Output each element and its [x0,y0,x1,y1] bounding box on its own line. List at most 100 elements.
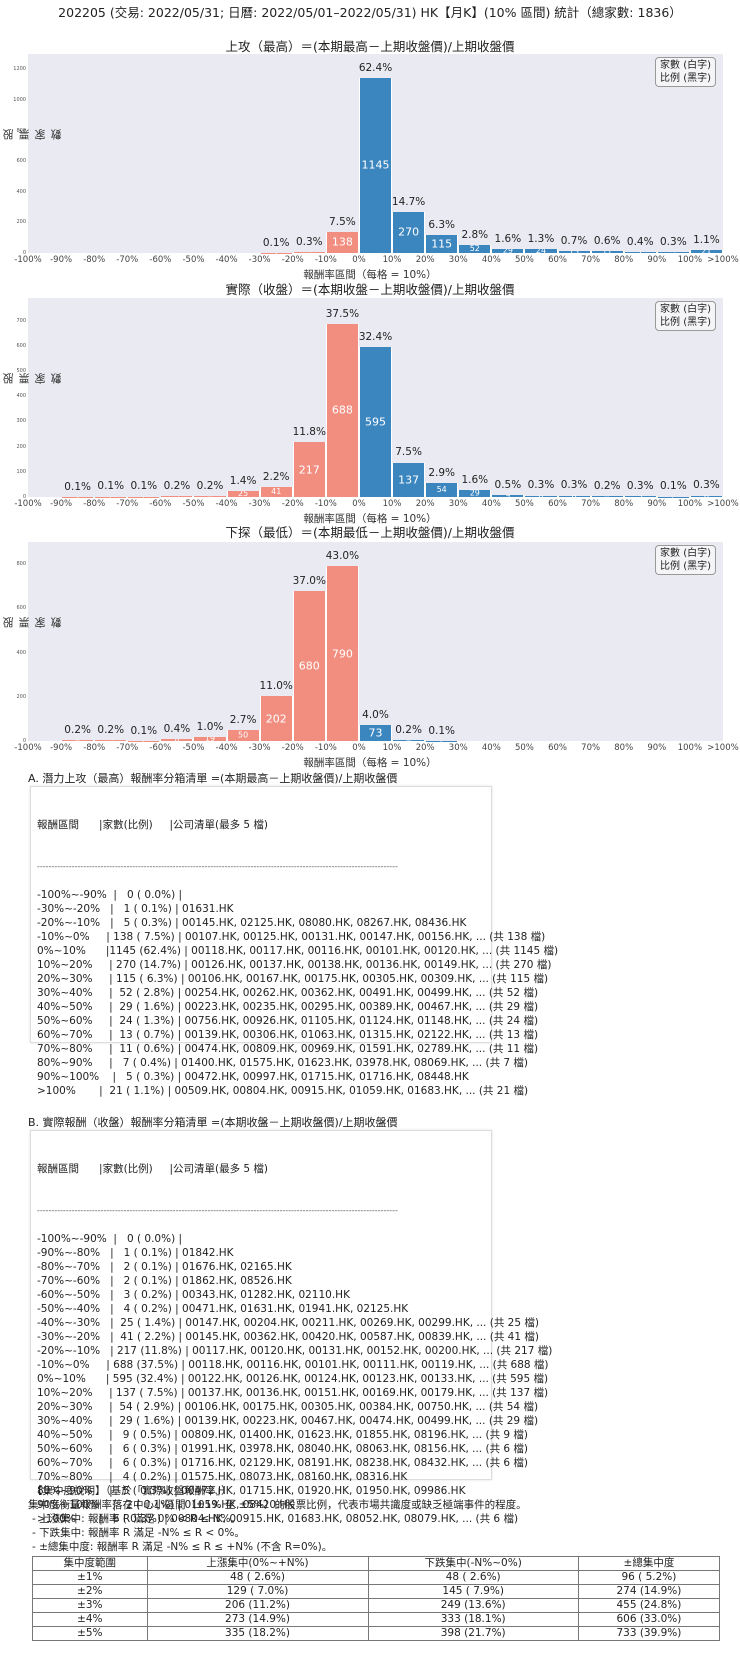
x-tick-label: -90% [50,743,73,753]
bar-percent-label: 43.0% [325,550,360,563]
table-row: ±5% 335 (18.2%) 398 (21.7%) 733 (39.9%) [32,1626,721,1641]
bar-count-label: 790 [331,647,353,661]
bar-percent-label: 2.7% [229,713,257,726]
list-item: 20%~30% | 115 ( 6.3%) | 00106.HK, 00167.… [37,973,549,985]
bar-count-label: 13 [559,251,590,253]
plot-area: 15138114527011552292413117521 [28,54,723,253]
list-item: -70%~-60% | 2 ( 0.1%) | 01862.HK, 08526.… [37,1275,292,1287]
histogram-bar: 21 [689,250,723,253]
y-tick-label: 200 [16,443,26,450]
table-cell: 48 ( 2.6%) [146,1570,369,1585]
concentration-bullet-up: - 上漲集中: 報酬率 R 滿足 0% < R ≤ N%。 [32,1513,242,1525]
legend-count-label: 家數 (白字) [660,548,711,559]
bar-count-label: 217 [298,463,320,477]
list-item: -100%~-90% | 0 ( 0.0%) | [37,889,183,901]
x-tick-label: 70% [581,743,601,753]
x-tick-label: >100% [707,743,739,753]
histogram-bar: 5 [656,252,690,253]
chart-legend: 家數 (白字) 比例 (黑字) [655,301,716,331]
bar-count-label: 21 [691,250,722,253]
x-tick-label: 60% [548,743,567,753]
x-tick-label: 90% [647,255,667,265]
bar-count-label: 595 [364,415,386,429]
x-tick-label: -10% [314,743,337,753]
bar-percent-label: 1.4% [229,474,257,487]
list-item: -30%~-20% | 41 ( 2.2%) | 00145.HK, 00362… [37,1331,539,1343]
table-row: ±1% 48 ( 2.6%) 48 ( 2.6%) 96 ( 5.2%) [32,1570,721,1585]
x-tick-label: -100% [14,255,42,265]
bar-count-label: 29 [492,249,523,253]
y-tick-label: 0 [22,494,26,500]
histogram-bar: 29 [458,489,492,497]
bar-count-label: 50 [238,730,249,740]
list-item: >100% | 6 ( 0.3%) | 00804.HK, 00915.HK, … [37,1513,519,1525]
list-item: >100% | 21 ( 1.1%) | 00509.HK, 00804.HK,… [37,1085,529,1097]
x-tick-label: 90% [647,499,667,509]
bar-percent-label: 0.1% [428,724,456,737]
histogram-bar: 790 [325,566,359,741]
list-header: 報酬區間 |家數(比例) |公司清單(最多 5 檔) [37,1163,269,1175]
histogram-bar: 270 [392,211,426,253]
histogram-bar: 11 [590,251,624,253]
x-tick-label: -80% [83,499,106,509]
chart-title: 實際（收盤）＝(本期收盤－上期收盤價)/上期收盤價 [225,282,515,297]
bar-count-label: 6 [559,496,590,498]
y-tick-label: 300 [16,418,26,425]
bar-percent-label: 0.2% [395,724,422,737]
histogram-bar: 3 [160,496,194,497]
bar-count-label: 25 [238,490,249,497]
bar-count-label: 138 [331,235,353,249]
bar-percent-label: 62.4% [358,61,393,74]
x-tick-label: 40% [481,255,501,265]
bar-count-label: 29 [469,489,480,497]
y-tick-label: 600 [16,158,26,165]
list-item: 90%~100% | 5 ( 0.3%) | 00472.HK, 00997.H… [37,1071,469,1083]
bar-count-label: 270 [398,225,420,239]
list-item: 30%~40% | 29 ( 1.6%) | 00139.HK, 00223.H… [37,1415,539,1427]
x-tick-label: 10% [382,743,402,753]
bar-percent-label: 0.1% [130,724,158,737]
bar-percent-label: 0.3% [295,236,323,249]
list-item: 80%~90% | 7 ( 0.4%) | 01400.HK, 01575.HK… [37,1057,529,1069]
bar-percent-label: 1.6% [461,473,489,486]
y-tick-label: 500 [16,368,26,375]
y-tick-label: 400 [16,188,26,195]
bar-percent-label: 0.3% [560,479,588,492]
x-tick-label: -40% [215,255,238,265]
x-tick-label: -50% [182,743,205,753]
list-item: 10%~20% | 137 ( 7.5%) | 00137.HK, 00136.… [37,1387,549,1399]
table-cell: 129 ( 7.0%) [146,1584,369,1599]
bar-count-label: 9 [492,495,523,497]
x-tick-label: -100% [14,743,42,753]
y-tick-label: 0 [22,738,26,744]
plot-area: 432819502026807907342 [28,542,723,741]
x-tick-label: -40% [215,499,238,509]
legend-ratio-label: 比例 (黑字) [660,561,711,572]
list-item: -50%~-40% | 4 ( 0.2%) | 00471.HK, 01631.… [37,1303,409,1315]
table-cell: 333 (18.1%) [367,1612,579,1627]
bar-count-label: 3 [161,496,192,497]
list-item: 20%~30% | 54 ( 2.9%) | 00106.HK, 00175.H… [37,1401,539,1413]
chart-legend: 家數 (白字) 比例 (黑字) [655,545,716,575]
table-cell: ±2% [32,1584,148,1599]
bar-percent-label: 0.7% [560,235,588,247]
bar-percent-label: 2.8% [461,229,489,242]
bar-count-label: 2 [95,497,126,498]
bar-percent-label: 1.3% [527,233,555,246]
x-tick-label: 20% [415,255,435,265]
bar-count-label: 6 [525,496,556,498]
y-axis-label: 股票家數 [2,616,63,628]
list-separator: ----------------------------------------… [37,1206,398,1215]
histogram-bar: 3 [94,740,128,741]
x-tick-label: 70% [581,499,601,509]
bar-percent-label: 37.0% [292,574,326,587]
histogram-bar: 6 [689,495,723,497]
column-header: ±總集中度 [577,1556,721,1571]
bar-percent-label: 0.3% [660,236,687,249]
list-item: -10%~0% | 688 (37.5%) | 00118.HK, 00116.… [37,1359,549,1371]
bar-count-label: 202 [265,712,287,726]
histogram-bar: 115 [425,235,459,253]
legend-ratio-label: 比例 (黑字) [660,317,711,328]
histogram-bar: 5 [292,252,326,253]
list-item: -20%~-10% | 217 (11.8%) | 00117.HK, 0012… [37,1345,553,1357]
